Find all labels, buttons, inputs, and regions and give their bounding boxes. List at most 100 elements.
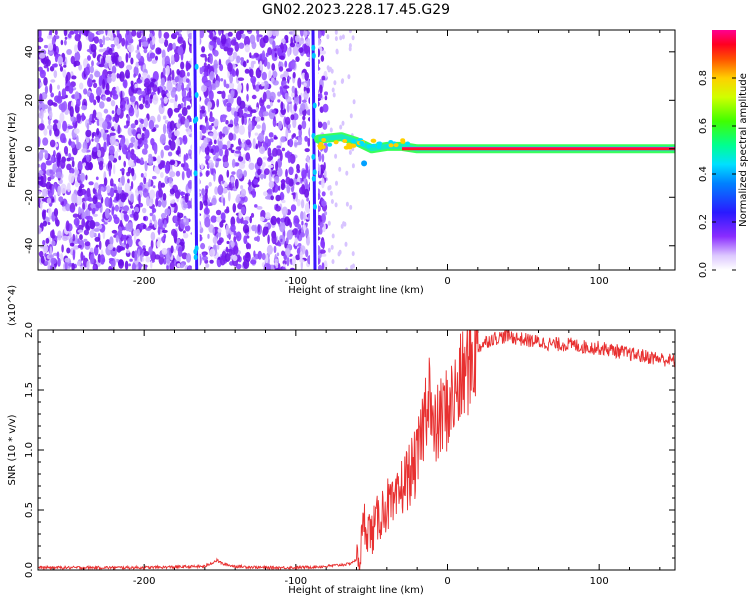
signal-blob [359, 140, 365, 145]
noise-speckle [73, 194, 78, 204]
noise-speckle [219, 255, 226, 266]
noise-speckle [93, 246, 99, 256]
noise-speckle [247, 123, 253, 133]
noise-speckle [47, 43, 54, 51]
noise-speckle [201, 84, 207, 93]
noise-speckle [108, 257, 114, 262]
noise-speckle [79, 234, 83, 241]
noise-speckle [286, 229, 293, 240]
noise-speckle [66, 247, 71, 254]
noise-speckle [275, 161, 279, 172]
noise-speckle [149, 189, 156, 199]
noise-speckle [246, 147, 250, 151]
noise-speckle [253, 250, 256, 257]
noise-speckle [120, 193, 126, 203]
noise-speckle [251, 94, 257, 100]
noise-speckle [247, 106, 252, 112]
noise-speckle [124, 182, 131, 194]
signal-blob [351, 139, 357, 144]
noise-speckle [186, 78, 190, 83]
noise-speckle [236, 168, 243, 179]
noise-speckle [286, 103, 290, 113]
noise-speckle [280, 101, 284, 111]
noise-speckle [351, 251, 355, 257]
noise-speckle [87, 55, 91, 61]
noise-speckle [240, 57, 245, 61]
noise-speckle [296, 163, 300, 171]
noise-speckle [280, 182, 286, 190]
noise-speckle [246, 30, 251, 33]
noise-speckle [299, 251, 303, 261]
noise-speckle [52, 163, 58, 173]
noise-speckle [277, 91, 282, 97]
noise-speckle [129, 142, 134, 148]
noise-speckle [200, 53, 207, 58]
noise-speckle [248, 179, 251, 187]
noise-speckle [103, 221, 108, 225]
noise-speckle [245, 152, 251, 162]
noise-speckle [153, 219, 158, 229]
noise-speckle [217, 239, 222, 246]
noise-speckle [276, 145, 282, 149]
noise-speckle [275, 108, 279, 114]
noise-speckle [38, 30, 42, 39]
noise-speckle [134, 83, 139, 89]
noise-speckle [321, 191, 326, 197]
noise-speckle [350, 264, 354, 270]
noise-speckle [321, 30, 325, 37]
noise-speckle [233, 230, 237, 236]
noise-speckle [142, 72, 148, 77]
noise-speckle [57, 154, 61, 164]
noise-speckle [345, 201, 349, 207]
noise-speckle [278, 55, 285, 60]
noise-speckle [220, 34, 227, 45]
noise-speckle [334, 30, 338, 35]
noise-speckle [86, 122, 90, 131]
noise-speckle [104, 208, 110, 219]
noise-speckle [331, 87, 335, 93]
noise-speckle [246, 113, 253, 118]
noise-speckle [179, 191, 186, 196]
streak-blob [311, 44, 316, 51]
noise-speckle [211, 123, 214, 127]
noise-speckle [251, 188, 256, 199]
noise-speckle [97, 193, 103, 200]
noise-speckle [281, 147, 286, 152]
noise-speckle [125, 30, 130, 36]
noise-speckle [62, 101, 68, 111]
noise-speckle [38, 137, 41, 148]
noise-speckle [127, 178, 130, 184]
noise-speckle [327, 185, 331, 191]
noise-speckle [39, 109, 44, 120]
noise-speckle [144, 160, 148, 172]
noise-speckle [119, 71, 125, 82]
noise-speckle [321, 177, 325, 189]
noise-speckle [47, 51, 54, 55]
noise-speckle [199, 67, 204, 75]
noise-speckle [75, 234, 78, 243]
noise-speckle [214, 186, 219, 195]
noise-speckle [297, 223, 301, 230]
noise-speckle [238, 162, 246, 169]
noise-speckle [205, 120, 209, 131]
noise-speckle [170, 245, 174, 254]
noise-speckle [337, 251, 341, 257]
signal-blob [342, 139, 348, 143]
noise-speckle [160, 172, 164, 178]
noise-speckle [61, 244, 64, 253]
noise-speckle [81, 211, 86, 221]
noise-speckle [263, 263, 270, 270]
noise-speckle [148, 178, 152, 187]
noise-speckle [87, 197, 94, 202]
noise-speckle [301, 120, 307, 130]
noise-speckle [146, 196, 150, 207]
noise-speckle [183, 154, 186, 164]
noise-speckle [159, 133, 166, 144]
noise-speckle [256, 124, 261, 129]
noise-speckle [233, 124, 240, 134]
noise-speckle [69, 106, 74, 118]
noise-speckle [84, 241, 91, 247]
noise-speckle [138, 193, 141, 205]
noise-speckle [50, 92, 54, 98]
noise-speckle [331, 259, 335, 265]
